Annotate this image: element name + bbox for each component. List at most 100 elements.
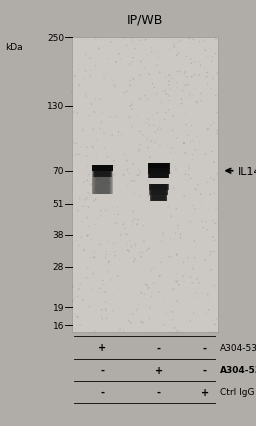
Point — [99, 208, 103, 215]
Point — [97, 46, 101, 52]
Point — [204, 151, 208, 158]
Point — [153, 139, 157, 146]
Point — [184, 54, 188, 60]
Point — [107, 301, 111, 308]
Bar — [97, 167, 108, 170]
Point — [189, 56, 193, 63]
Point — [115, 204, 119, 211]
Point — [190, 123, 194, 130]
Point — [169, 254, 173, 261]
Point — [132, 76, 136, 83]
Point — [137, 172, 141, 179]
Point — [110, 75, 114, 82]
Point — [202, 38, 207, 45]
Bar — [154, 174, 164, 178]
Point — [152, 166, 156, 173]
Point — [101, 277, 105, 284]
Text: -: - — [157, 343, 161, 353]
Point — [152, 123, 156, 130]
Point — [173, 164, 177, 171]
Point — [209, 223, 213, 230]
Bar — [150, 173, 167, 178]
Point — [94, 196, 98, 203]
Point — [163, 89, 167, 95]
Point — [210, 55, 215, 61]
Point — [199, 91, 203, 98]
Point — [81, 217, 85, 224]
Point — [159, 259, 164, 266]
Point — [85, 178, 89, 184]
Point — [178, 214, 183, 221]
Point — [166, 107, 170, 114]
Point — [175, 69, 179, 75]
Point — [214, 100, 218, 106]
Point — [92, 198, 96, 205]
Point — [79, 219, 83, 226]
Point — [72, 109, 76, 116]
Point — [77, 242, 81, 249]
Point — [204, 219, 208, 226]
Point — [190, 74, 194, 81]
Point — [173, 89, 177, 95]
Point — [187, 36, 191, 43]
Bar — [96, 172, 109, 177]
Point — [195, 229, 199, 236]
Point — [88, 191, 92, 198]
Point — [214, 205, 218, 212]
Point — [145, 137, 149, 144]
Point — [190, 202, 194, 209]
Point — [127, 115, 131, 121]
Bar — [150, 196, 167, 201]
Point — [137, 73, 142, 80]
Point — [88, 168, 92, 175]
Bar — [98, 173, 107, 176]
Point — [188, 93, 192, 100]
Point — [156, 52, 160, 58]
Point — [74, 313, 78, 320]
Point — [165, 310, 169, 317]
Bar — [72, 38, 218, 332]
Point — [197, 280, 201, 287]
Bar — [148, 168, 169, 174]
Point — [85, 215, 89, 222]
Point — [88, 68, 92, 75]
Point — [171, 317, 175, 323]
Point — [147, 193, 151, 200]
Point — [169, 243, 174, 250]
Bar — [150, 185, 167, 190]
Bar — [150, 190, 167, 196]
Bar — [153, 191, 164, 195]
Point — [192, 211, 196, 218]
Point — [84, 37, 89, 44]
Point — [204, 242, 208, 249]
Point — [189, 60, 193, 67]
Point — [212, 282, 216, 289]
Point — [146, 145, 150, 152]
Point — [82, 179, 86, 186]
Point — [215, 176, 219, 182]
Point — [119, 232, 123, 239]
Point — [144, 120, 148, 127]
Point — [146, 116, 150, 123]
Point — [188, 40, 193, 47]
Point — [152, 98, 156, 105]
Point — [156, 289, 161, 296]
Point — [151, 113, 155, 120]
Point — [130, 101, 134, 107]
Point — [126, 297, 130, 304]
Point — [133, 241, 137, 248]
Point — [107, 56, 111, 63]
Point — [194, 187, 198, 193]
Point — [135, 114, 140, 121]
Point — [127, 318, 131, 325]
Point — [190, 263, 194, 270]
Point — [150, 45, 154, 52]
Point — [197, 72, 201, 79]
Point — [128, 103, 132, 110]
Point — [146, 285, 151, 292]
Bar — [151, 196, 167, 201]
Point — [164, 74, 168, 81]
Point — [186, 132, 190, 139]
Point — [174, 251, 178, 258]
Point — [175, 328, 179, 334]
